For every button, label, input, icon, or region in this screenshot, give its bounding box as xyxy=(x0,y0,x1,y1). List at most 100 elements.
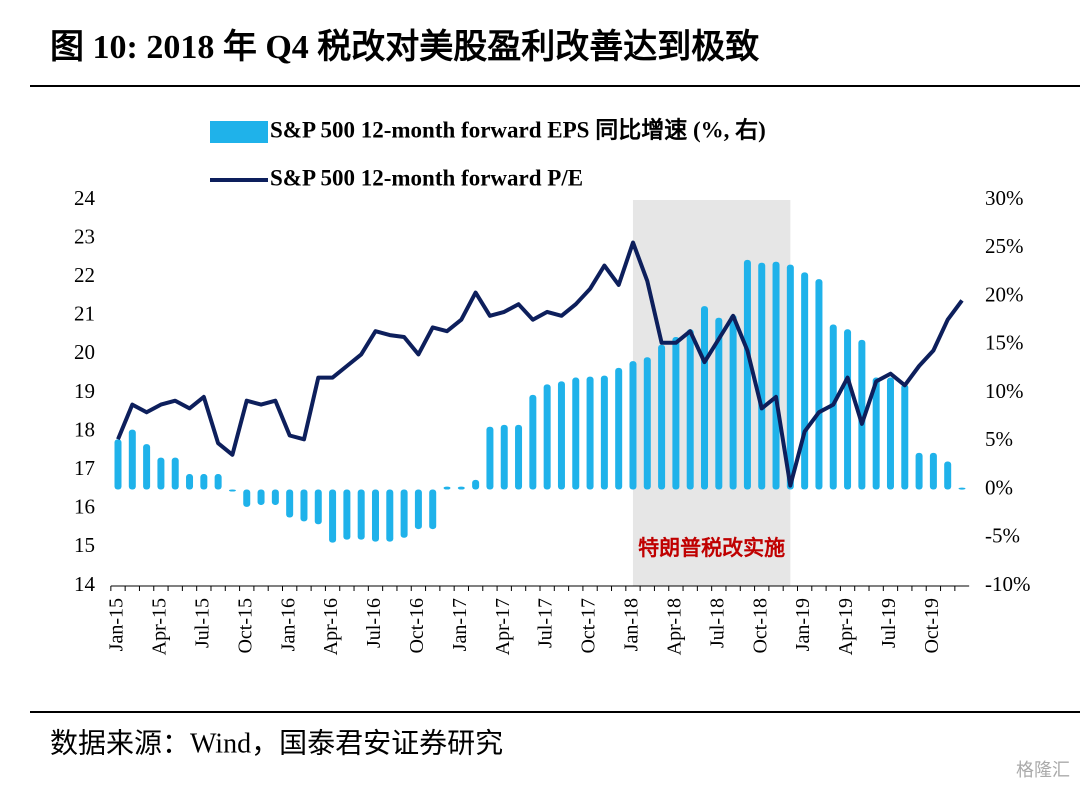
y2-tick-label: -10% xyxy=(985,572,1031,596)
y2-tick-label: -5% xyxy=(985,524,1020,548)
y2-tick-label: 20% xyxy=(985,282,1024,306)
x-tick-label: Jul-15 xyxy=(191,598,213,648)
bar xyxy=(615,367,623,490)
y-tick-label: 16 xyxy=(74,495,95,519)
bar xyxy=(114,439,122,490)
bar xyxy=(686,329,694,490)
x-tick-label: Jan-19 xyxy=(792,598,814,651)
x-tick-label: Apr-16 xyxy=(320,598,342,655)
bar xyxy=(357,489,365,540)
y2-tick-label: 10% xyxy=(985,379,1024,403)
bar xyxy=(515,424,523,490)
bar xyxy=(643,357,651,490)
x-tick-label: Apr-18 xyxy=(663,598,685,655)
chart: 特朗普税改实施 14 15 16 17 18 19 20 21 22 23 24 -10% -5% 0% 5%… xyxy=(74,116,1031,655)
y-tick-label: 15 xyxy=(74,533,95,557)
y2-tick-label: 25% xyxy=(985,234,1024,258)
bar xyxy=(157,457,165,490)
y-tick-label: 17 xyxy=(74,456,95,480)
bar xyxy=(944,461,952,490)
bar xyxy=(186,474,194,490)
bar xyxy=(500,424,508,490)
legend-swatch xyxy=(210,121,268,143)
bar xyxy=(658,344,666,490)
bar xyxy=(758,262,766,490)
bar xyxy=(958,487,966,490)
bar xyxy=(729,314,737,490)
x-tick-label: Jul-17 xyxy=(535,598,557,648)
y-tick-label: 20 xyxy=(74,340,95,364)
bar xyxy=(314,489,322,525)
x-tick-label: Apr-15 xyxy=(149,598,171,655)
y-tick-label: 22 xyxy=(74,263,95,287)
bar xyxy=(486,426,494,490)
bar xyxy=(557,381,565,490)
highlight-band xyxy=(632,200,791,586)
y2-tick-label: 15% xyxy=(985,331,1024,355)
bar xyxy=(572,377,580,490)
x-tick-label: Oct-16 xyxy=(406,598,428,654)
x-tick-label: Oct-18 xyxy=(749,598,771,654)
bar xyxy=(228,489,236,492)
y-tick-label: 18 xyxy=(74,417,95,441)
bar xyxy=(286,489,294,518)
bar xyxy=(200,474,208,490)
bar xyxy=(815,279,823,490)
source-note: 数据来源：Wind，国泰君安证券研究 xyxy=(50,727,503,759)
figure-title: 图 10: 2018 年 Q4 税改对美股盈利改善达到极致 xyxy=(50,28,759,66)
bar xyxy=(529,394,537,490)
y2-tick-label: 0% xyxy=(985,475,1013,499)
bar xyxy=(801,272,809,490)
bar xyxy=(243,489,251,507)
bar xyxy=(143,444,151,490)
x-tick-label: Oct-15 xyxy=(234,598,256,654)
bar xyxy=(586,376,594,490)
bar xyxy=(844,329,852,490)
x-tick-label: Jul-19 xyxy=(878,598,900,648)
watermark: 格隆汇 xyxy=(1016,760,1070,780)
bar xyxy=(329,489,337,543)
bar xyxy=(414,489,422,530)
y-tick-label: 21 xyxy=(74,302,95,326)
bar xyxy=(886,377,894,490)
x-tick-label: Oct-17 xyxy=(578,598,600,654)
y2-tick-label: 30% xyxy=(985,186,1024,210)
bar xyxy=(443,486,451,490)
bar xyxy=(214,474,222,490)
bar xyxy=(543,384,551,490)
bar xyxy=(457,486,465,490)
bar xyxy=(672,337,680,490)
x-tick-label: Jan-15 xyxy=(106,598,128,651)
bar xyxy=(429,489,437,530)
bar xyxy=(901,384,909,490)
x-tick-label: Jul-16 xyxy=(363,598,385,648)
y-tick-label: 23 xyxy=(74,224,95,248)
bar xyxy=(772,261,780,490)
bar xyxy=(343,489,351,540)
y-tick-label: 24 xyxy=(74,186,96,210)
bar xyxy=(300,489,308,522)
x-tick-label: Jan-17 xyxy=(449,598,471,651)
bar xyxy=(743,259,751,490)
bar xyxy=(915,452,923,490)
bar xyxy=(629,361,637,490)
legend-label: S&P 500 12-month forward P/E xyxy=(270,165,583,190)
y2-tick-label: 5% xyxy=(985,427,1013,451)
bar xyxy=(472,479,480,490)
x-tick-label: Jan-16 xyxy=(277,598,299,651)
bar xyxy=(872,377,880,490)
bar xyxy=(271,489,279,505)
y-tick-label: 19 xyxy=(74,379,95,403)
x-tick-label: Apr-17 xyxy=(492,598,514,655)
x-tick-label: Jul-18 xyxy=(706,598,728,648)
bar xyxy=(858,339,866,490)
bar xyxy=(929,452,937,490)
bar xyxy=(829,324,837,490)
bar xyxy=(128,429,136,490)
bar xyxy=(600,375,608,490)
line xyxy=(116,240,964,488)
bar xyxy=(786,264,794,490)
bar xyxy=(400,489,408,538)
x-tick-label: Oct-19 xyxy=(921,598,943,654)
